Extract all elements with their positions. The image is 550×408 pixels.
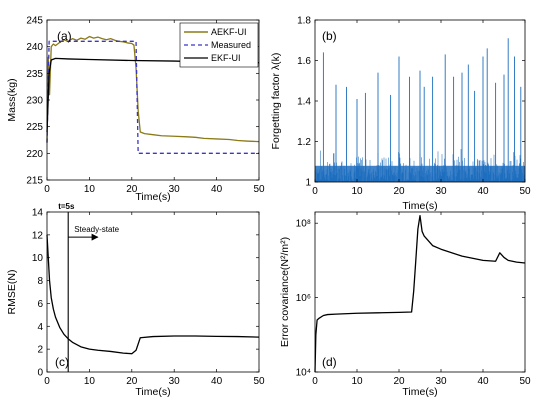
- legend-entry-measured: Measured: [211, 40, 251, 50]
- y-tick-label: 225: [26, 122, 43, 133]
- x-tick-label: 0: [312, 376, 318, 387]
- x-tick-label: 50: [519, 376, 531, 387]
- y-tick-label: 220: [26, 149, 43, 160]
- t5-label: t=5s: [58, 202, 75, 211]
- panel-b-xlabel: Time(s): [402, 200, 437, 212]
- panel-d: 0 10 20 30 40 50 10⁴ 10⁶ 10⁸ (d) Time(s) Error c…: [279, 211, 531, 398]
- x-tick-label: 50: [253, 376, 265, 387]
- x-tick-label: 20: [393, 186, 405, 197]
- series-line-ekf-ui: [46, 57, 260, 133]
- panel-b-label: (b): [322, 29, 337, 43]
- y-tick-label: 240: [26, 42, 43, 53]
- y-tick-label: 10⁴: [296, 368, 311, 379]
- x-tick-label: 20: [126, 376, 138, 387]
- panel-c-xlabel: Time(s): [135, 386, 170, 398]
- x-tick-label: 40: [477, 376, 489, 387]
- y-tick-label: 230: [26, 96, 43, 107]
- x-tick-label: 40: [211, 376, 223, 387]
- y-tick-label: 14: [32, 208, 44, 219]
- panel-d-ylabel: Error covariance(N²/m²): [279, 237, 291, 347]
- y-tick-label: 1.2: [297, 137, 311, 148]
- panel-a-label: (a): [57, 29, 72, 43]
- x-tick-label: 40: [211, 184, 223, 195]
- x-tick-label: 20: [126, 184, 138, 195]
- panel-c-frame: [46, 211, 260, 373]
- x-tick-label: 50: [519, 186, 531, 197]
- x-tick-label: 40: [477, 186, 489, 197]
- x-tick-label: 20: [393, 376, 405, 387]
- series-line-d: [314, 214, 526, 373]
- y-tick-label: 1: [305, 178, 311, 189]
- x-tick-label: 10: [84, 184, 96, 195]
- y-tick-label: 1.4: [297, 97, 311, 108]
- y-tick-label: 0: [37, 368, 43, 379]
- legend-entry-ekf: EKF-UI: [211, 53, 241, 63]
- x-tick-label: 50: [253, 184, 265, 195]
- y-tick-label: 8: [37, 276, 43, 287]
- y-tick-label: 245: [26, 16, 43, 27]
- y-tick-label: 10: [32, 253, 44, 264]
- y-tick-label: 235: [26, 69, 43, 80]
- x-tick-label: 30: [169, 376, 181, 387]
- x-tick-label: 10: [351, 186, 363, 197]
- y-tick-label: 1.6: [297, 56, 311, 67]
- y-tick-label: 6: [37, 299, 43, 310]
- y-tick-label: 4: [37, 322, 43, 333]
- x-tick-label: 10: [84, 376, 96, 387]
- x-tick-label: 0: [312, 186, 318, 197]
- x-tick-label: 0: [44, 376, 50, 387]
- steady-state-label: Steady-state: [74, 225, 119, 234]
- x-tick-label: 30: [435, 376, 447, 387]
- y-tick-label: 215: [26, 176, 43, 187]
- panel-d-label: (d): [322, 355, 337, 369]
- panel-a-legend: AEKF-UI Measured EKF-UI: [179, 22, 259, 68]
- x-tick-label: 10: [351, 376, 363, 387]
- y-tick-label: 2: [37, 345, 43, 356]
- panel-d-xlabel: Time(s): [402, 386, 437, 398]
- panel-a-xlabel: Time(s): [135, 191, 170, 203]
- y-tick-label: 1.8: [297, 16, 311, 27]
- x-tick-label: 30: [169, 184, 181, 195]
- panel-c-label: (c): [55, 355, 69, 369]
- panel-c-ylabel: RMSE(N): [6, 270, 18, 315]
- panel-b: 0 10 20 30 40 50 1 1.2 1.4 1.6 1.8 (b) Time(s) For…: [270, 16, 531, 213]
- x-tick-label: 30: [435, 186, 447, 197]
- y-tick-label: 10⁸: [296, 219, 311, 230]
- panel-d-frame: [314, 211, 526, 373]
- y-tick-label: 10⁶: [296, 293, 311, 304]
- panel-a: 0 10 20 30 40 50 215 220 225 230 235 240 245 (a) Tim…: [6, 16, 265, 204]
- series-line-c: [46, 234, 260, 355]
- panel-a-ylabel: Mass(kg): [6, 78, 18, 121]
- panel-b-ylabel: Forgetting factor λ(k): [270, 53, 282, 150]
- y-tick-label: 12: [32, 230, 44, 241]
- legend-entry-aekf: AEKF-UI: [211, 27, 247, 37]
- x-tick-label: 0: [44, 184, 50, 195]
